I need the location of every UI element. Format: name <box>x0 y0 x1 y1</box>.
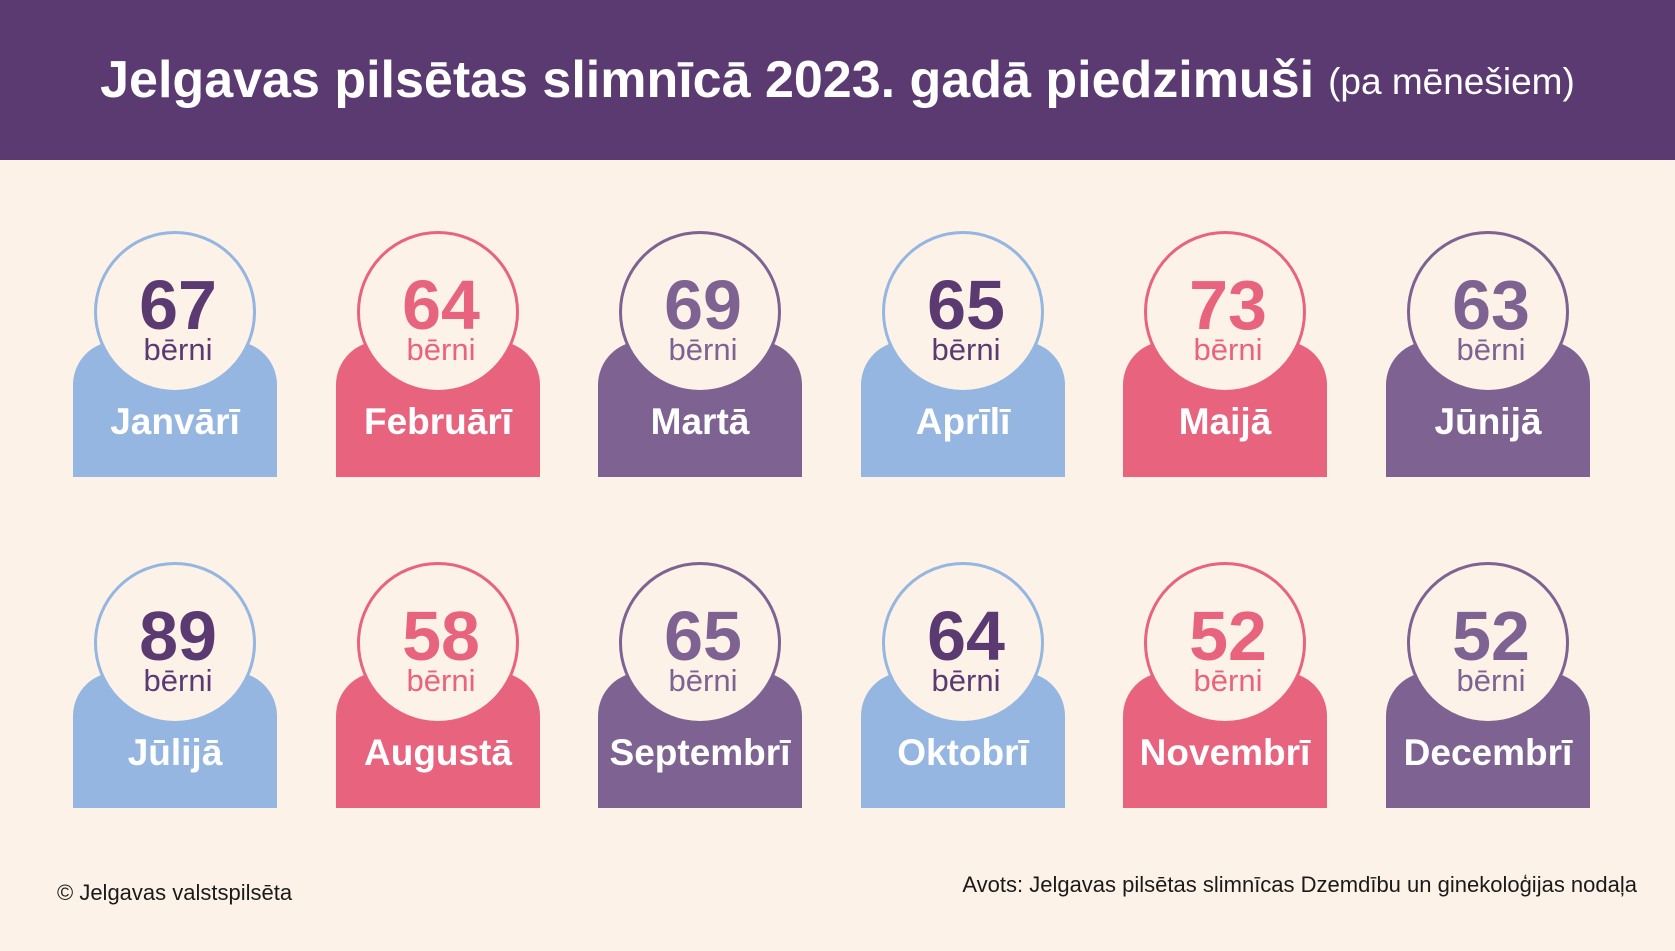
birth-count: 73 <box>1189 266 1267 344</box>
month-card: Augustā 58 bērni <box>336 562 540 808</box>
value-circle: 67 bērni <box>94 231 256 393</box>
month-label: Novembrī <box>1139 732 1311 773</box>
month-card: Martā 69 bērni <box>598 231 802 477</box>
month-card: Jūlijā 89 bērni <box>73 562 277 808</box>
unit-label: bērni <box>931 332 1001 367</box>
month-card: Aprīlī 65 bērni <box>861 231 1065 477</box>
month-card: Septembrī 65 bērni <box>598 562 802 808</box>
copyright-text: © Jelgavas valstspilsēta <box>57 880 293 905</box>
month-label: Augustā <box>364 732 512 773</box>
unit-label: bērni <box>1456 332 1526 367</box>
unit-label: bērni <box>406 332 476 367</box>
unit-label: bērni <box>143 332 213 367</box>
birth-count: 63 <box>1452 266 1530 344</box>
month-label: Jūnijā <box>1434 401 1542 442</box>
month-label: Janvārī <box>110 401 240 442</box>
birth-count: 89 <box>139 597 217 675</box>
birth-count: 67 <box>139 266 217 344</box>
month-card: Novembrī 52 bērni <box>1123 562 1327 808</box>
month-card: Jūnijā 63 bērni <box>1386 231 1590 477</box>
month-card: Oktobrī 64 bērni <box>861 562 1065 808</box>
value-circle: 69 bērni <box>619 231 781 393</box>
source-text: Avots: Jelgavas pilsētas slimnīcas Dzemd… <box>962 872 1637 897</box>
month-card: Februārī 64 bērni <box>336 231 540 477</box>
unit-label: bērni <box>143 663 213 698</box>
value-circle: 89 bērni <box>94 562 256 724</box>
month-label: Aprīlī <box>915 401 1011 442</box>
chart-subtitle: (pa mēnešiem) <box>1328 61 1575 102</box>
value-circle: 65 bērni <box>619 562 781 724</box>
value-circle: 58 bērni <box>357 562 519 724</box>
birth-count: 52 <box>1189 597 1267 675</box>
month-label: Decembrī <box>1403 732 1573 773</box>
month-card: Maijā 73 bērni <box>1123 231 1327 477</box>
birth-count: 69 <box>664 266 742 344</box>
value-circle: 63 bērni <box>1407 231 1569 393</box>
month-label: Martā <box>650 401 750 442</box>
chart-title: Jelgavas pilsētas slimnīcā 2023. gadā pi… <box>100 51 1315 109</box>
value-circle: 52 bērni <box>1407 562 1569 724</box>
unit-label: bērni <box>406 663 476 698</box>
unit-label: bērni <box>931 663 1001 698</box>
unit-label: bērni <box>1193 332 1263 367</box>
birth-count: 65 <box>664 597 742 675</box>
unit-label: bērni <box>1456 663 1526 698</box>
month-card: Decembrī 52 bērni <box>1386 562 1590 808</box>
month-label: Oktobrī <box>897 732 1029 773</box>
value-circle: 64 bērni <box>357 231 519 393</box>
birth-count: 52 <box>1452 597 1530 675</box>
value-circle: 73 bērni <box>1144 231 1306 393</box>
month-label: Maijā <box>1178 401 1272 442</box>
month-label: Jūlijā <box>127 732 223 773</box>
month-label: Septembrī <box>609 732 791 773</box>
birth-count: 64 <box>402 266 480 344</box>
unit-label: bērni <box>1193 663 1263 698</box>
unit-label: bērni <box>668 663 738 698</box>
value-circle: 65 bērni <box>882 231 1044 393</box>
month-label: Februārī <box>363 401 513 442</box>
birth-count: 65 <box>927 266 1005 344</box>
birth-count: 64 <box>927 597 1005 675</box>
birth-count: 58 <box>402 597 480 675</box>
header-banner: Jelgavas pilsētas slimnīcā 2023. gadā pi… <box>0 0 1675 160</box>
month-card: Janvārī 67 bērni <box>73 231 277 477</box>
unit-label: bērni <box>668 332 738 367</box>
value-circle: 52 bērni <box>1144 562 1306 724</box>
value-circle: 64 bērni <box>882 562 1044 724</box>
